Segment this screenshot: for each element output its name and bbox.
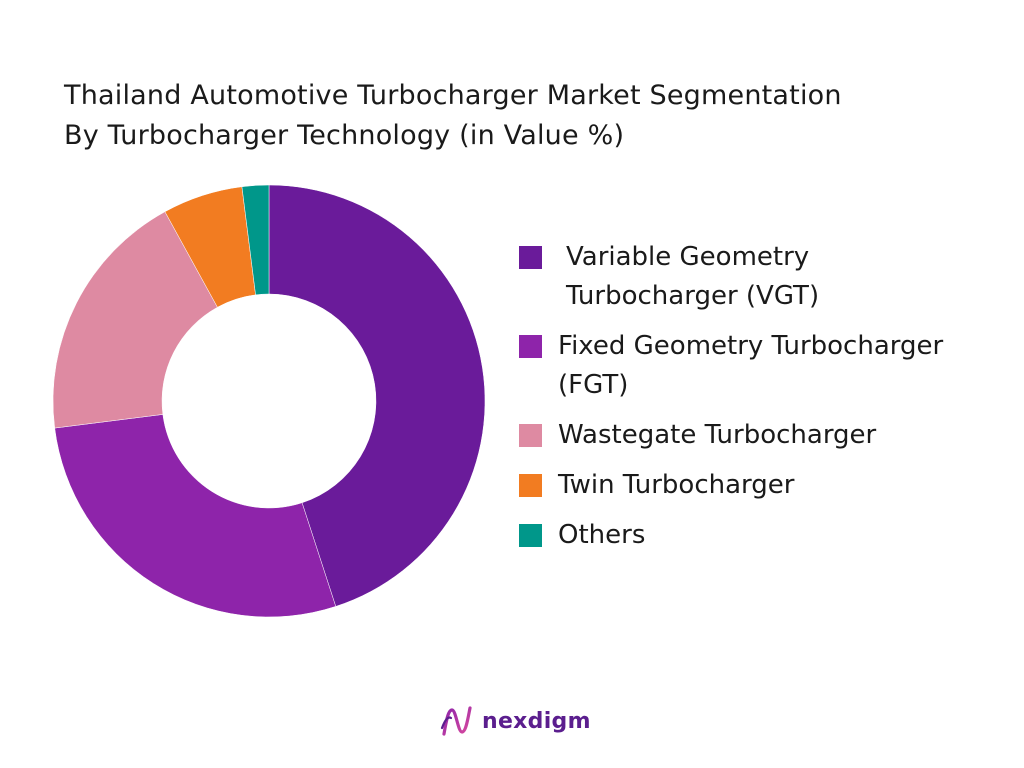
legend-label-wastegate: Wastegate Turbocharger <box>558 420 877 450</box>
donut-slice-others[interactable] <box>241 184 270 296</box>
logo-text: nexdigm <box>482 708 591 734</box>
legend-swatch-others <box>519 524 542 547</box>
donut-slice-wastegate[interactable] <box>52 211 218 429</box>
legend-swatch-wastegate <box>519 424 542 447</box>
legend-label-fgt-line-2: (FGT) <box>558 370 629 400</box>
legend-label-vgt-line-1: Variable Geometry <box>566 242 810 272</box>
legend-item-fgt[interactable]: Fixed Geometry Turbocharger (FGT) <box>519 327 1019 405</box>
legend-item-wastegate[interactable]: Wastegate Turbocharger <box>519 416 1019 455</box>
donut-chart <box>52 184 486 618</box>
legend-label-vgt-line-2: Turbocharger (VGT) <box>566 281 820 311</box>
chart-legend: Variable Geometry Turbocharger (VGT) Fix… <box>519 238 1019 566</box>
legend-label-twin: Twin Turbocharger <box>558 470 795 500</box>
chart-title-line-1: Thailand Automotive Turbocharger Market … <box>64 80 842 111</box>
legend-label-others: Others <box>558 520 646 550</box>
legend-label-fgt-line-1: Fixed Geometry Turbocharger <box>558 331 944 361</box>
legend-item-twin[interactable]: Twin Turbocharger <box>519 466 1019 505</box>
nexdigm-logo-icon <box>440 706 472 736</box>
legend-label-fgt: Fixed Geometry Turbocharger (FGT) <box>558 327 943 405</box>
nexdigm-logo: nexdigm <box>440 704 591 738</box>
legend-label-vgt: Variable Geometry Turbocharger (VGT) <box>566 238 819 316</box>
legend-swatch-twin <box>519 474 542 497</box>
chart-title: Thailand Automotive Turbocharger Market … <box>64 76 984 156</box>
donut-slice-fgt[interactable] <box>54 414 337 618</box>
chart-title-line-2: By Turbocharger Technology (in Value %) <box>64 120 625 151</box>
legend-swatch-fgt <box>519 335 542 358</box>
legend-item-others[interactable]: Others <box>519 516 1019 555</box>
legend-swatch-vgt <box>519 246 542 269</box>
legend-item-vgt[interactable]: Variable Geometry Turbocharger (VGT) <box>519 238 1019 316</box>
